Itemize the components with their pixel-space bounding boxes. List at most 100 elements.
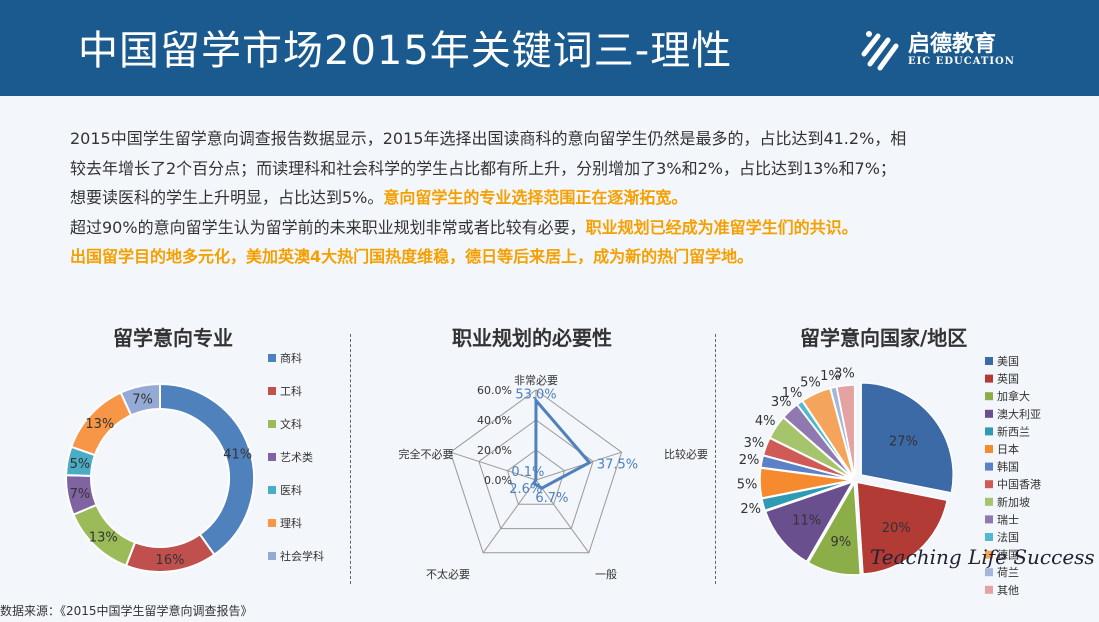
legend-label: 其他 bbox=[997, 584, 1019, 597]
eic-logo-icon bbox=[861, 31, 899, 71]
donut-slice bbox=[159, 382, 255, 557]
legend-swatch bbox=[268, 486, 276, 494]
intro-paragraph: 2015中国学生留学意向调查报告数据显示，2015年选择出国读商科的意向留学生仍… bbox=[70, 124, 1050, 272]
intro-line-1: 2015中国学生留学意向调查报告数据显示，2015年选择出国读商科的意向留学生仍… bbox=[70, 129, 907, 148]
legend-label: 理科 bbox=[280, 516, 302, 530]
country-chart-title: 留学意向国家/地区 bbox=[800, 326, 968, 350]
pie-data-label: 27% bbox=[889, 434, 918, 449]
legend-swatch bbox=[985, 515, 993, 524]
legend-swatch bbox=[985, 445, 993, 453]
legend-swatch bbox=[268, 453, 276, 461]
logo: 启德教育 EIC EDUCATION bbox=[856, 24, 1056, 74]
legend-label: 德国 bbox=[997, 548, 1019, 562]
radar-data-label: 2.6% bbox=[509, 482, 542, 497]
radar-tick-label: 40.0% bbox=[477, 414, 512, 427]
pie-slice bbox=[764, 480, 855, 563]
pie-slice bbox=[856, 481, 949, 575]
donut-data-label: 7% bbox=[132, 392, 153, 407]
legend-label: 加拿大 bbox=[997, 389, 1030, 403]
donut-data-label: 41% bbox=[223, 447, 252, 462]
donut-slice bbox=[119, 382, 161, 417]
career-radar-chart: 0.0% 20.0% 40.0% 60.0% 53.0% 37.5% 6.7%2.6% 0.1… bbox=[399, 374, 709, 581]
pie-data-label: 20% bbox=[882, 521, 911, 536]
pie-data-label: 4% bbox=[755, 414, 776, 429]
data-source: 数据来源：《2015中国学生留学意向调查报告》 bbox=[0, 604, 253, 618]
intro-line-3-text: 想要读医科的学生上升明显，占比达到5%。 bbox=[70, 188, 384, 207]
pie-data-label: 11% bbox=[792, 514, 821, 529]
legend-swatch bbox=[985, 568, 993, 577]
legend-swatch bbox=[268, 552, 276, 560]
pie-data-label: 2% bbox=[739, 453, 760, 468]
donut-data-label: 16% bbox=[156, 553, 185, 568]
intro-line-3: 想要读医科的学生上升明显，占比达到5%。意向留学生的专业选择范围正在逐渐拓宽。 bbox=[70, 183, 1050, 213]
radar-category-label: 非常必要 bbox=[514, 374, 558, 387]
donut-data-label: 7% bbox=[70, 487, 91, 502]
pie-data-label: 3% bbox=[744, 436, 765, 451]
legend-label: 社会学科 bbox=[280, 549, 324, 563]
pie-data-label: 3% bbox=[834, 367, 855, 382]
radar-category-label: 完全不必要 bbox=[399, 447, 454, 461]
legend-swatch bbox=[985, 533, 993, 541]
radar-tick-label: 20.0% bbox=[477, 444, 512, 457]
country-pie-chart: 27%20%9%11%2%5%2%3%4%3%1%5% 1%3%美国英国加拿大澳大… bbox=[737, 355, 1041, 597]
donut-data-label: 13% bbox=[89, 531, 118, 546]
legend-label: 韩国 bbox=[997, 460, 1019, 474]
radar-category-label: 不太必要 bbox=[426, 568, 470, 581]
pie-data-label: 5% bbox=[800, 376, 821, 391]
legend-label: 荷兰 bbox=[997, 566, 1019, 579]
radar-tick-label: 0.0% bbox=[484, 474, 512, 487]
page-title: 中国留学市场2015年关键词三-理性 bbox=[78, 28, 733, 74]
watermark-text: Teaching Life Success bbox=[870, 545, 1095, 569]
legend-label: 文科 bbox=[280, 417, 302, 431]
logo-brand-text: 启德教育 bbox=[908, 32, 997, 57]
divider-right bbox=[715, 334, 716, 584]
intro-line-4-highlight: 职业规划已经成为准留学生们的共识。 bbox=[585, 217, 858, 237]
radar-data-label: 0.1% bbox=[511, 465, 544, 480]
intro-line-5-highlight: 出国留学目的地多元化，美加英澳4大热门国热度维稳，德日等后来居上，成为新的热门留… bbox=[70, 247, 754, 266]
legend-label: 瑞士 bbox=[997, 512, 1019, 526]
pie-slice bbox=[860, 382, 954, 494]
legend-swatch bbox=[985, 357, 993, 365]
pie-data-label: 1% bbox=[782, 386, 803, 401]
legend-swatch bbox=[985, 462, 993, 471]
legend-label: 美国 bbox=[997, 355, 1019, 368]
header-bar: 中国留学市场2015年关键词三-理性 启德教育 EIC EDUCATION bbox=[0, 0, 1099, 96]
pie-data-label: 5% bbox=[737, 478, 758, 493]
radar-series bbox=[531, 396, 592, 490]
legend-label: 商科 bbox=[280, 351, 302, 365]
pie-slice bbox=[835, 384, 856, 478]
pie-data-label: 2% bbox=[740, 502, 761, 517]
intro-line-4-text: 超过90%的意向留学生认为留学前的未来职业规划非常或者比较有必要， bbox=[70, 217, 586, 237]
legend-swatch bbox=[985, 480, 993, 489]
legend-label: 澳大利亚 bbox=[997, 407, 1041, 421]
legend-label: 英国 bbox=[997, 372, 1019, 386]
legend-label: 中国香港 bbox=[997, 478, 1041, 491]
legend-swatch bbox=[985, 409, 993, 418]
legend-swatch bbox=[268, 420, 276, 428]
legend-swatch bbox=[268, 354, 276, 362]
donut-data-label: 5% bbox=[70, 457, 91, 472]
intro-line-4: 超过90%的意向留学生认为留学前的未来职业规划非常或者比较有必要，职业规划已经成… bbox=[70, 213, 1050, 243]
legend-label: 艺术类 bbox=[280, 450, 313, 464]
legend-swatch bbox=[985, 392, 993, 401]
legend-label: 新西兰 bbox=[997, 424, 1030, 438]
legend-swatch bbox=[985, 585, 993, 594]
radar-data-label: 53.0% bbox=[515, 388, 556, 403]
legend-swatch bbox=[985, 374, 993, 383]
legend-label: 日本 bbox=[997, 442, 1019, 456]
career-chart-title: 职业规划的必要性 bbox=[452, 326, 612, 350]
radar-tick-label: 60.0% bbox=[477, 384, 512, 397]
legend-swatch bbox=[985, 427, 993, 436]
legend-swatch bbox=[268, 387, 276, 395]
divider-left bbox=[350, 334, 351, 584]
radar-spoke bbox=[535, 479, 590, 554]
pie-data-label: 9% bbox=[830, 535, 851, 550]
pie-data-label: 3% bbox=[771, 395, 792, 410]
pie-data-label: 1% bbox=[820, 369, 841, 384]
legend-swatch bbox=[985, 497, 993, 506]
radar-grid bbox=[506, 449, 566, 505]
legend-label: 工科 bbox=[280, 384, 302, 398]
radar-category-label: 比较必要 bbox=[664, 447, 708, 461]
donut-data-label: 13% bbox=[85, 417, 114, 432]
radar-category-label: 一般 bbox=[595, 568, 617, 581]
